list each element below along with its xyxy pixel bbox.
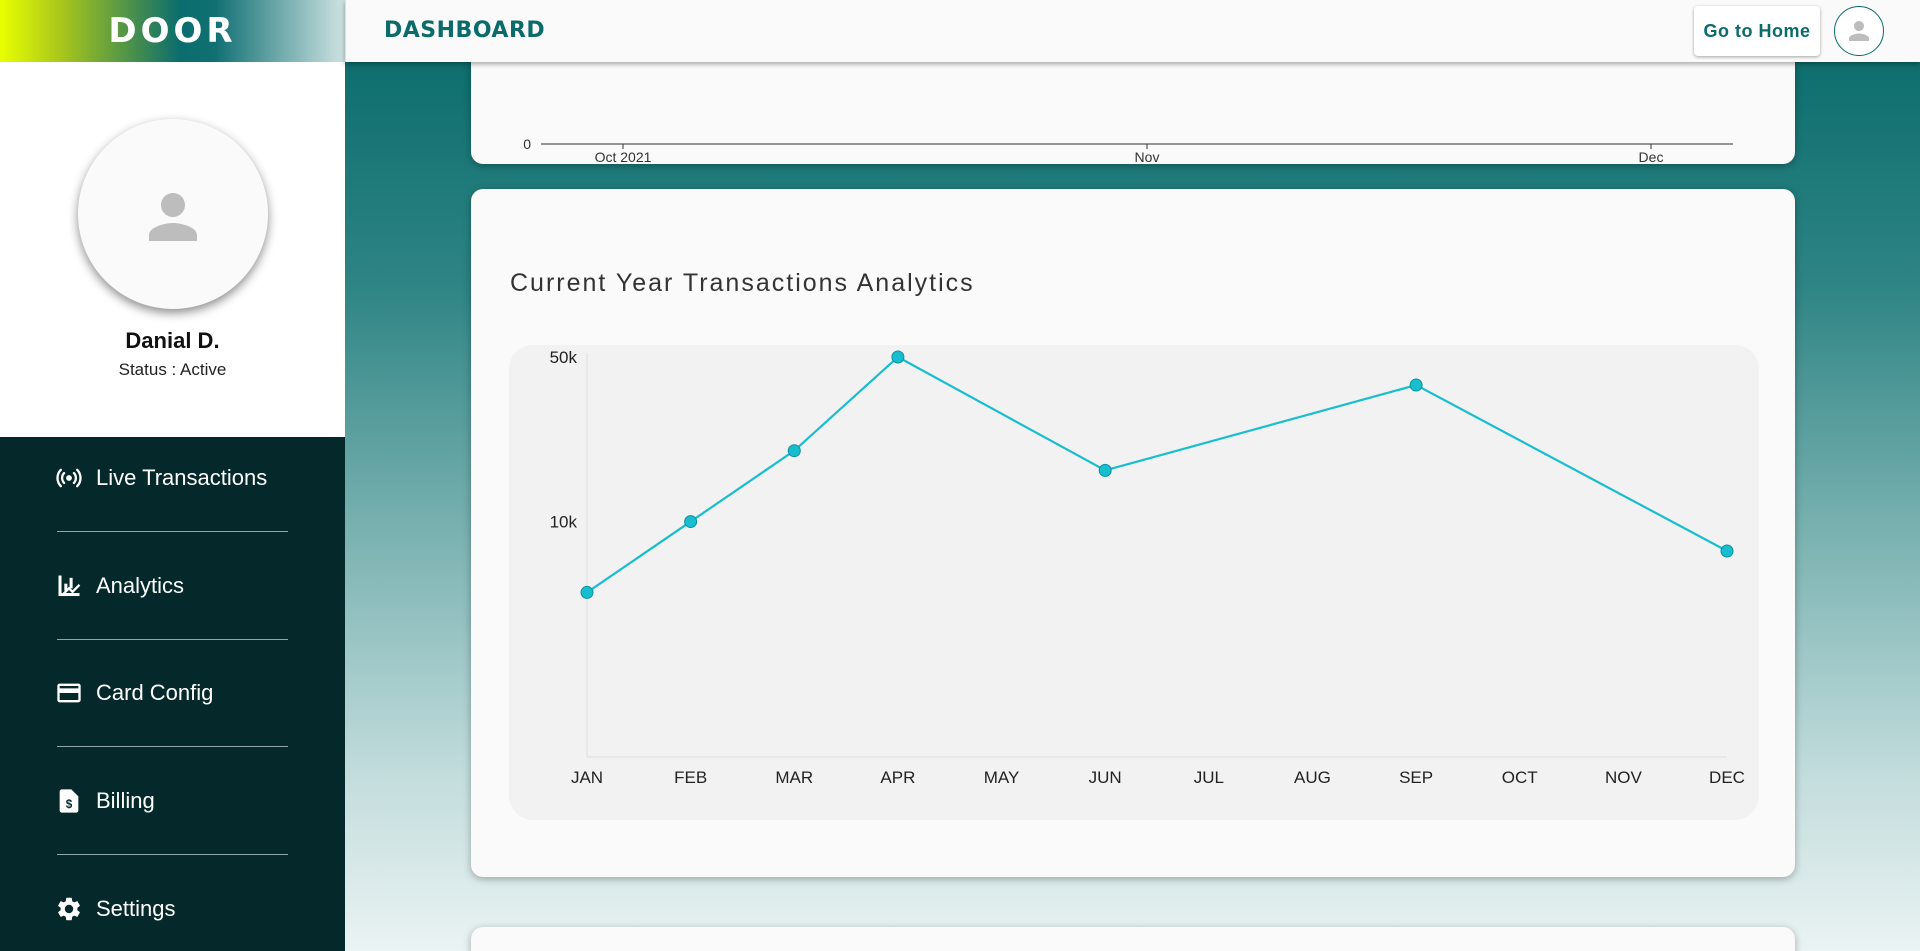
sidebar-item-billing[interactable]: $ Billing [55,771,288,831]
y-tick-label: 0 [523,136,531,152]
x-tick-label: JUL [1194,768,1224,787]
x-tick-label: OCT [1502,768,1538,787]
nav-divider [57,854,288,855]
x-tick-label: Nov [1135,149,1160,164]
user-icon [1849,21,1869,41]
sidebar-nav: Live Transactions Analytics Card Config … [0,437,345,951]
main-content[interactable]: 0 Oct 2021 Nov Dec Current Year Transact… [345,62,1920,951]
sidebar-item-label: Analytics [96,573,185,598]
chart-area: 50k 10k JAN FEB MAR APR MAY JUN JUL AUG SEP OCT NOV D… [509,345,1759,820]
x-tick-label: MAY [984,768,1020,787]
data-point [684,515,698,529]
data-point [1720,544,1734,558]
x-tick-label: SEP [1399,768,1433,787]
next-card [471,927,1795,951]
transactions-analytics-card: Current Year Transactions Analytics 50k 1… [471,189,1795,877]
data-point [1409,378,1423,392]
x-tick-label: NOV [1605,768,1643,787]
x-tick-label: Oct 2021 [595,149,652,164]
profile-panel: Danial D. Status : Active [0,62,345,437]
transactions-line-chart: 50k 10k JAN FEB MAR APR MAY JUN JUL AUG SEP OCT NOV D… [550,348,1745,787]
x-tick-label: APR [880,768,915,787]
billing-document-icon: $ [55,787,83,815]
sidebar-item-label: Card Config [96,680,214,705]
x-tick-label: AUG [1294,768,1331,787]
card-title: Current Year Transactions Analytics [510,269,975,297]
credit-card-icon [55,679,83,707]
previous-chart-card: 0 Oct 2021 Nov Dec [471,62,1795,165]
x-tick-label: JAN [571,768,603,787]
go-to-home-button[interactable]: Go to Home [1694,6,1820,56]
series-line [586,355,1728,594]
avatar [78,119,268,309]
sidebar-item-settings[interactable]: Settings [55,879,288,939]
profile-status: Status : Active [118,360,227,379]
account-avatar-button[interactable] [1834,6,1884,56]
previous-chart: 0 Oct 2021 Nov Dec [523,136,1733,165]
sidebar-item-live-transactions[interactable]: Live Transactions [55,448,288,508]
analytics-chart-icon [55,572,83,600]
svg-text:$: $ [66,798,73,811]
sidebar-item-card-config[interactable]: Card Config [55,663,288,723]
x-tick-label: MAR [775,768,813,787]
sidebar-item-label: Live Transactions [96,465,268,490]
profile-name: Danial D. [125,328,220,353]
page-title: DASHBOARD [384,18,546,43]
gear-icon [55,895,83,923]
y-tick-label: 10k [550,513,578,532]
logo-bar: DOOR [0,0,345,62]
nav-divider [57,531,288,532]
live-broadcast-icon [55,464,83,492]
sidebar-item-label: Billing [96,788,155,813]
data-point [787,444,801,458]
data-point [580,585,594,599]
topbar: DASHBOARD Go to Home [345,0,1920,62]
x-tick-label: FEB [674,768,707,787]
y-tick-label: 50k [550,348,578,367]
data-point [891,350,905,364]
x-tick-label: JUN [1089,768,1122,787]
sidebar-item-label: Settings [96,896,176,921]
data-point [1098,463,1112,477]
x-tick-label: Dec [1639,149,1664,164]
nav-divider [57,639,288,640]
sidebar: DOOR Danial D. Status : Active Live Tran… [0,0,345,951]
app-logo[interactable]: DOOR [108,11,237,51]
user-icon [149,193,197,241]
x-tick-label: DEC [1709,768,1745,787]
nav-divider [57,746,288,747]
sidebar-item-analytics[interactable]: Analytics [55,556,288,616]
